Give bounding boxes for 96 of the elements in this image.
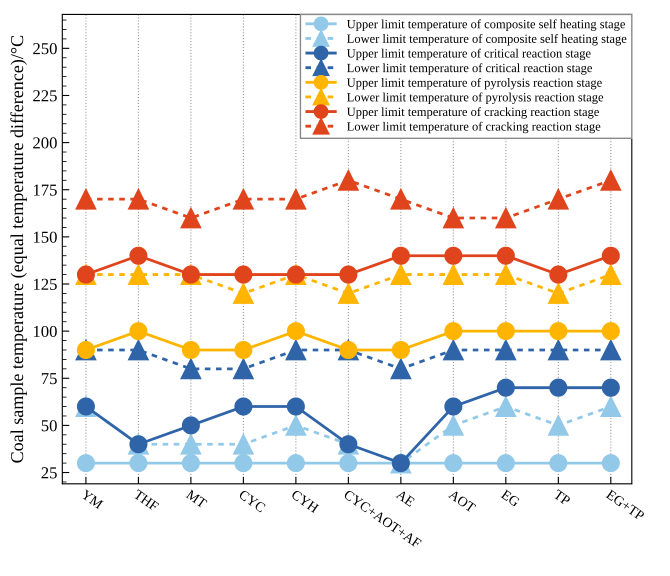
point [129, 454, 148, 472]
point [286, 454, 305, 472]
point [339, 454, 358, 472]
point [234, 340, 252, 360]
point [496, 246, 515, 265]
x-tick-label: YM [80, 489, 104, 510]
point [549, 378, 568, 397]
y-tick-label: 25 [42, 467, 57, 478]
point [495, 208, 516, 228]
y-tick-label: 75 [42, 373, 57, 384]
point [180, 358, 202, 380]
point [232, 188, 254, 210]
point [496, 378, 515, 397]
y-tick-label: 125 [34, 278, 57, 290]
x-tick-label: MT [186, 489, 208, 508]
y-tick-label: 200 [33, 137, 57, 149]
x-tick-label: AOT [448, 489, 476, 513]
point [390, 264, 412, 285]
point [232, 358, 254, 380]
point [128, 264, 149, 285]
point [442, 340, 464, 360]
point [338, 283, 359, 304]
point [129, 322, 148, 340]
point [495, 264, 516, 285]
point [602, 378, 620, 397]
point [129, 246, 148, 265]
point [285, 340, 306, 360]
point [602, 322, 620, 340]
x-tick-label: CYC [238, 489, 266, 513]
point [339, 266, 358, 284]
point [444, 454, 462, 472]
point [286, 322, 305, 340]
point [444, 322, 462, 340]
legend-label: Lower limit temperature of critical reaction stage [347, 63, 592, 75]
point [548, 414, 569, 436]
x-tick-label: TP [553, 489, 571, 506]
y-tick-label: 50 [42, 420, 57, 432]
point [496, 322, 515, 340]
point [549, 322, 568, 340]
point [548, 188, 569, 210]
point [496, 454, 515, 472]
y-tick-label: 250 [33, 43, 57, 54]
x-tick-label: EG [500, 489, 520, 508]
point [338, 170, 359, 191]
point [76, 454, 95, 472]
y-tick-label: 175 [34, 184, 57, 196]
legend-label: Upper limit temperature of pyrolysis reaction stage [346, 78, 602, 90]
point [602, 246, 620, 265]
point [234, 454, 252, 472]
point [285, 414, 306, 436]
point [76, 188, 96, 210]
y-tick-label: 225 [33, 90, 57, 102]
point [234, 398, 252, 416]
point [390, 358, 412, 380]
point [549, 266, 568, 284]
x-tick-label: CYH [290, 489, 320, 514]
point [234, 266, 252, 284]
legend-label: Upper limit temperature of composite self heating stage [346, 19, 625, 31]
point [180, 208, 202, 228]
y-axis-title: Coal sample temperature (equal temperature difference)/°C [10, 36, 27, 463]
x-tick-label: THF [133, 489, 160, 512]
point [442, 264, 464, 285]
point [180, 434, 202, 455]
point [600, 170, 622, 191]
point [392, 246, 410, 265]
point [285, 188, 306, 210]
point [600, 340, 622, 360]
point [286, 398, 305, 416]
point [548, 283, 569, 304]
point [548, 340, 569, 360]
point [232, 434, 254, 455]
point [390, 188, 412, 210]
point [128, 340, 149, 360]
point [600, 264, 622, 285]
point [182, 340, 200, 360]
point [128, 188, 149, 210]
point [444, 246, 462, 265]
legend-label: Lower limit temperature of composite self heating stage [347, 34, 626, 46]
y-tick-label: 150 [34, 232, 57, 243]
legend-label: Upper limit temperature of cracking reaction stage [346, 107, 599, 119]
point [600, 396, 622, 417]
point [495, 396, 516, 417]
point [182, 416, 200, 434]
point [232, 283, 254, 304]
point [602, 454, 620, 472]
point [392, 340, 410, 360]
point [444, 398, 462, 416]
point [442, 414, 464, 436]
point [549, 454, 568, 472]
y-tick-label: 100 [34, 326, 57, 338]
point [442, 208, 464, 228]
point [182, 454, 200, 472]
legend-label: Lower limit temperature of pyrolysis reaction stage [347, 92, 604, 104]
legend-label: Lower limit temperature of cracking reaction stage [347, 122, 600, 134]
point [495, 340, 516, 360]
legend-label: Upper limit temperature of critical reaction stage [346, 48, 591, 60]
